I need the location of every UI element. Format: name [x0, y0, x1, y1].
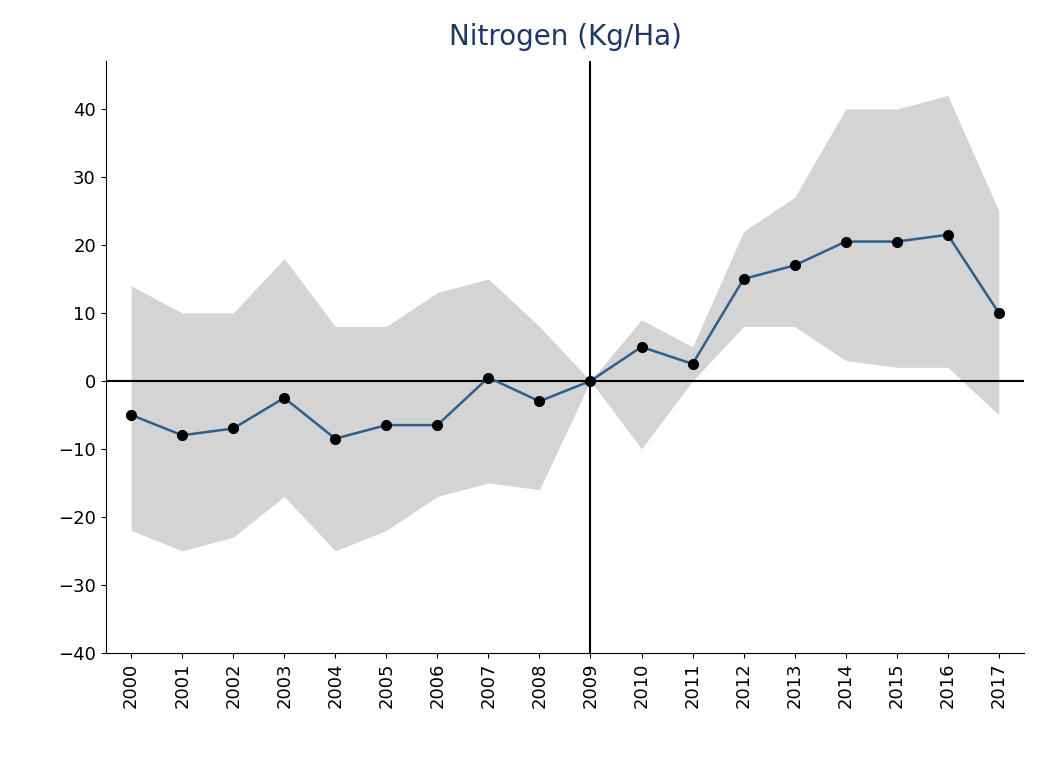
Title: Nitrogen (Kg/Ha): Nitrogen (Kg/Ha) — [449, 23, 681, 51]
